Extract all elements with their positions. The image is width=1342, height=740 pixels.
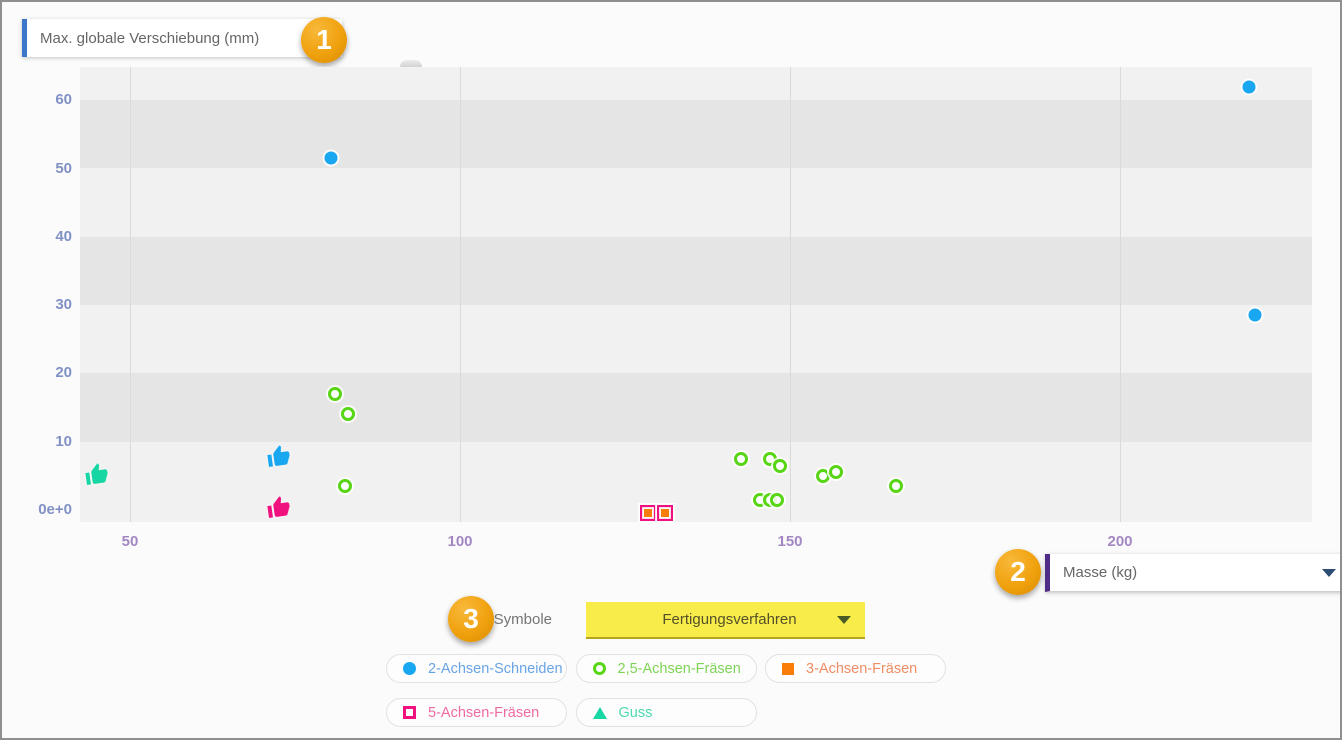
symbol-grouping-label: Fertigungsverfahren	[662, 611, 797, 628]
x-tick-label: 150	[777, 533, 803, 550]
legend-item-2-5-achsen-fr-sen[interactable]: 2,5-Achsen-Fräsen	[575, 654, 757, 683]
gridline	[129, 67, 131, 522]
x-tick-label: 200	[1107, 533, 1133, 550]
data-point[interactable]	[769, 492, 784, 507]
y-tick-label: 40	[55, 227, 72, 245]
y-tick-label: 10	[55, 432, 72, 450]
plot-band	[80, 100, 1312, 169]
thumbs-up-marker[interactable]	[265, 494, 293, 522]
x-tick-label: 100	[447, 533, 473, 550]
data-point[interactable]	[773, 458, 788, 473]
clipped-data-point	[399, 60, 422, 67]
y-tick-label: 0e+0	[38, 501, 72, 518]
data-point[interactable]	[640, 505, 657, 522]
y-axis-metric-label: Max. globale Verschiebung (mm)	[40, 29, 260, 47]
circle-open-icon	[592, 662, 606, 675]
symbol-grouping-dropdown[interactable]: Fertigungsverfahren	[586, 602, 865, 639]
x-tick-label: 50	[121, 533, 139, 550]
y-tick-label: 50	[55, 159, 72, 177]
y-tick-label: 20	[55, 364, 72, 382]
y-tick-label: 60	[55, 91, 72, 109]
y-axis-metric-dropdown[interactable]: Max. globale Verschiebung (mm)	[22, 19, 342, 57]
data-point[interactable]	[733, 451, 748, 466]
step-badge-1: 1	[301, 17, 347, 63]
legend-item-5-achsen-fr-sen[interactable]: 5-Achsen-Fräsen	[386, 698, 567, 727]
plot-band	[80, 373, 1312, 442]
legend-item-label: Guss	[618, 704, 653, 721]
data-point[interactable]	[337, 479, 352, 494]
data-point[interactable]	[816, 468, 830, 483]
x-axis-metric-dropdown[interactable]: Masse (kg)	[1045, 554, 1340, 592]
legend-item-3-achsen-fr-sen[interactable]: 3-Achsen-Fräsen	[765, 654, 946, 683]
thumbs-up-marker[interactable]	[265, 443, 293, 475]
gridline	[1119, 67, 1121, 522]
step-badge-3: 3	[448, 596, 494, 642]
legend-item-guss[interactable]: Guss	[575, 698, 757, 727]
data-point[interactable]	[340, 407, 355, 422]
gridline	[789, 67, 791, 522]
data-point[interactable]	[644, 509, 653, 518]
symbols-caption: Symbole	[493, 611, 552, 628]
data-point[interactable]	[660, 509, 669, 518]
data-point[interactable]	[1242, 80, 1256, 94]
plot-area	[80, 67, 1312, 522]
data-point[interactable]	[656, 505, 673, 522]
data-point[interactable]	[324, 151, 338, 165]
step-badge-2: 2	[995, 549, 1041, 595]
data-point[interactable]	[1248, 308, 1262, 322]
circle-filled-icon	[403, 662, 416, 675]
x-axis-metric-label: Masse (kg)	[1063, 564, 1138, 581]
square-open-icon	[403, 706, 416, 719]
data-point[interactable]	[829, 465, 844, 480]
y-tick-label: 30	[55, 296, 72, 314]
legend-item-label: 2-Achsen-Schneiden	[428, 660, 563, 677]
data-point[interactable]	[327, 386, 342, 401]
thumbs-up-marker[interactable]	[83, 461, 111, 493]
chevron-down-icon	[837, 615, 851, 624]
square-filled-icon	[782, 662, 794, 675]
gridline	[459, 67, 461, 522]
legend-item-2-achsen-schneiden[interactable]: 2-Achsen-Schneiden	[386, 654, 567, 683]
legend-item-label: 2,5-Achsen-Fräsen	[617, 660, 741, 677]
triangle-filled-icon	[592, 706, 607, 719]
plot-band	[80, 236, 1312, 306]
data-point[interactable]	[888, 479, 903, 494]
chevron-down-icon	[1322, 568, 1336, 577]
legend-item-label: 3-Achsen-Fräsen	[806, 660, 918, 677]
legend-item-label: 5-Achsen-Fräsen	[428, 704, 540, 721]
